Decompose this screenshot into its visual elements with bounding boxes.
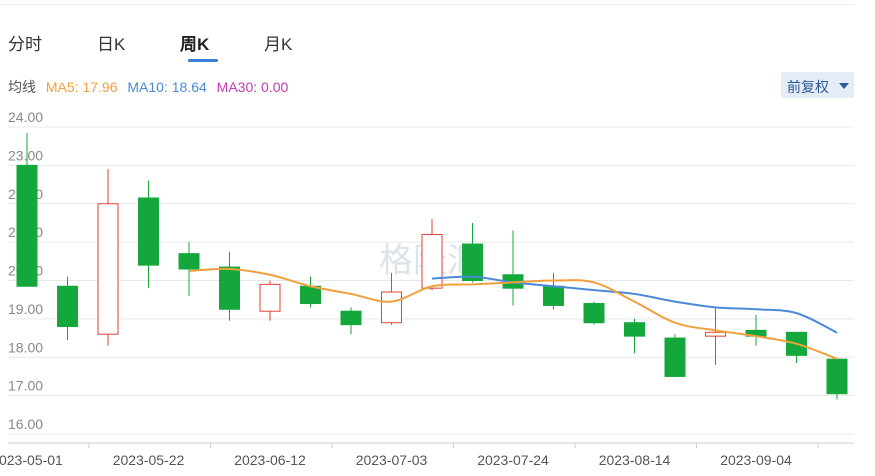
candle: [300, 276, 321, 308]
x-tick-label: 2023-07-24: [477, 452, 549, 468]
chevron-down-icon: [839, 83, 849, 89]
candle-body: [705, 331, 726, 337]
candle: [178, 242, 200, 296]
candle: [705, 307, 726, 365]
candle-body: [340, 310, 362, 326]
candle: [786, 331, 807, 364]
ma30-value: MA30: 0.00: [216, 79, 289, 95]
ma10-value: MA10: 18.64: [127, 79, 207, 95]
candle: [259, 280, 281, 321]
candle-body: [57, 285, 78, 328]
y-tick-label: 16.00: [8, 416, 43, 432]
candle-body: [138, 197, 159, 266]
candle: [340, 307, 362, 335]
x-tick-label: 2023-08-14: [599, 452, 671, 468]
candle: [745, 315, 767, 346]
ma5-line: [188, 267, 838, 360]
ma-title: 均线: [8, 79, 36, 95]
active-tab-indicator: [188, 59, 218, 62]
candle: [826, 358, 848, 400]
candle: [16, 132, 38, 287]
candle-body: [178, 253, 200, 270]
candle-body: [543, 285, 564, 306]
price-adjust-dropdown[interactable]: 前复权: [781, 72, 854, 98]
x-tick-label: 2023-09-04: [720, 452, 792, 468]
candle: [219, 251, 240, 321]
candle: [583, 301, 605, 325]
tab-timeshare[interactable]: 分时: [8, 35, 42, 54]
y-tick-label: 24.00: [8, 109, 43, 125]
candles: [16, 132, 848, 400]
candle: [97, 169, 119, 346]
candle-body: [259, 283, 281, 312]
tab-daily-k[interactable]: 日K: [97, 35, 126, 54]
candle-body: [624, 322, 645, 337]
moving-average-legend: 均线 MA5: 17.96 MA10: 18.64 MA30: 0.00: [8, 77, 294, 97]
ma5-value: MA5: 17.96: [45, 79, 118, 95]
candle-body: [826, 358, 848, 395]
y-tick-label: 18.00: [8, 339, 43, 355]
price-adjust-label: 前复权: [787, 79, 829, 95]
candle-body: [219, 266, 240, 310]
y-tick-label: 17.00: [8, 378, 43, 394]
candle-body: [300, 285, 321, 305]
candle: [57, 276, 78, 340]
candle: [664, 334, 686, 377]
x-axis: 2023-05-01 2023-05-22 2023-06-12 2023-07-03…: [0, 442, 854, 468]
candle: [462, 222, 483, 283]
candle: [543, 272, 564, 310]
x-tick-label: 2023-06-12: [234, 452, 306, 468]
y-tick-label: 23.00: [8, 147, 43, 163]
candle: [138, 180, 159, 289]
candle-body: [97, 203, 119, 335]
y-tick-label: 19.00: [8, 301, 43, 317]
candle: [421, 219, 443, 291]
ma-lines: [188, 267, 838, 360]
x-tick-label: 2023-05-01: [0, 452, 63, 468]
tab-monthly-k[interactable]: 月K: [264, 35, 293, 54]
top-divider: [0, 4, 855, 5]
candle-body: [16, 164, 38, 287]
tab-weekly-k[interactable]: 周K: [180, 35, 210, 54]
candle-body: [421, 233, 443, 289]
x-tick-label: 2023-05-22: [113, 452, 185, 468]
x-tick-label: 2023-07-03: [356, 452, 428, 468]
ma10-line: [431, 275, 838, 334]
candle-body: [583, 303, 605, 324]
candle-body: [381, 291, 402, 324]
candle: [624, 318, 645, 354]
candle-body: [664, 337, 686, 377]
candle-body: [462, 243, 483, 281]
